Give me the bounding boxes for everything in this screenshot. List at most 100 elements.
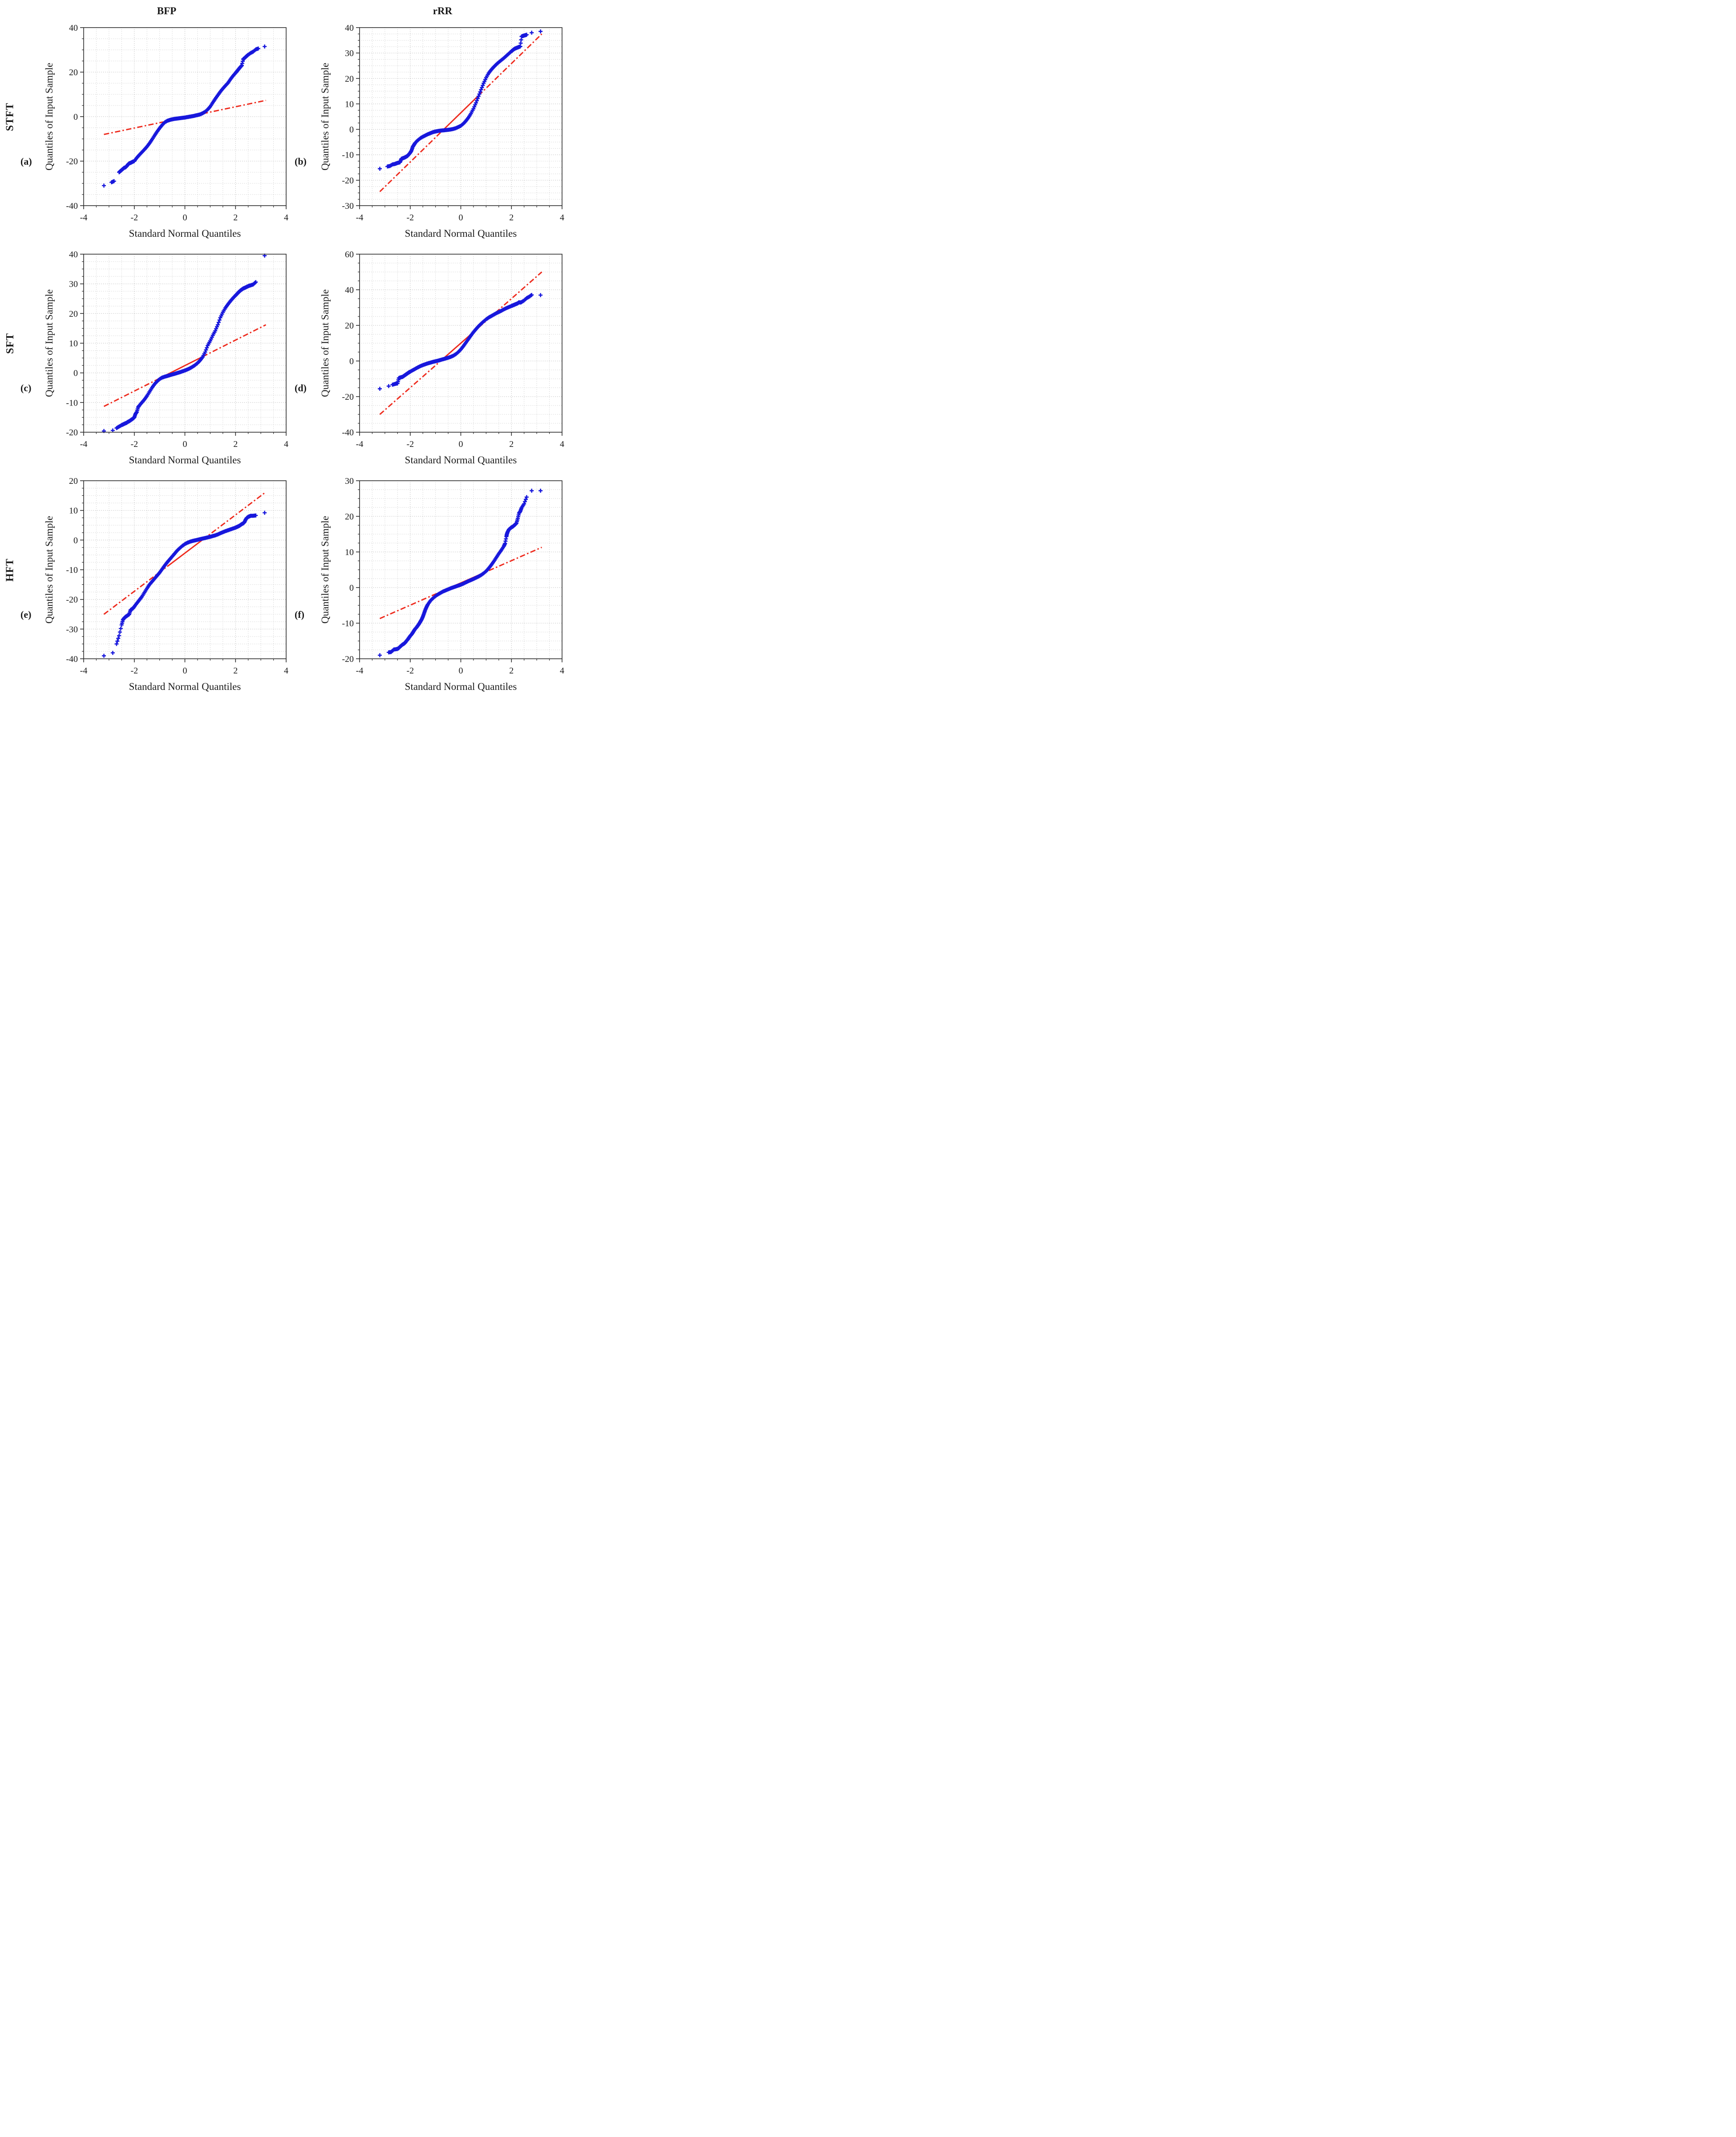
svg-text:0: 0 — [183, 213, 187, 223]
svg-text:30: 30 — [345, 49, 354, 58]
svg-text:-20: -20 — [342, 392, 354, 402]
svg-text:30: 30 — [69, 280, 78, 289]
qq-plot-d: -4 -2 0 2 4 -40 -20 0 20 40 60 Standard Normal Quan… — [317, 250, 568, 468]
svg-text:Quantiles of Input Sample: Quantiles of Input Sample — [44, 516, 55, 624]
svg-text:-30: -30 — [342, 201, 354, 211]
svg-text:0: 0 — [349, 357, 354, 366]
svg-text:60: 60 — [345, 250, 354, 260]
svg-text:4: 4 — [560, 213, 564, 223]
svg-text:-2: -2 — [406, 213, 414, 223]
figure-row-stft: STFT (a) -4 -2 0 2 4 -40 -20 0 20 40 Standard Norm… — [0, 23, 570, 244]
svg-text:Quantiles of Input Sample: Quantiles of Input Sample — [320, 516, 331, 624]
panel-label-e: (e) — [20, 609, 32, 620]
column-title-rrr: rRR — [433, 5, 453, 16]
svg-text:40: 40 — [69, 250, 78, 260]
svg-text:-4: -4 — [356, 666, 364, 676]
svg-text:0: 0 — [459, 213, 463, 223]
svg-text:-20: -20 — [66, 157, 78, 166]
svg-text:Quantiles of Input Sample: Quantiles of Input Sample — [44, 63, 55, 170]
panel-label-d: (d) — [295, 382, 307, 393]
svg-text:-2: -2 — [130, 666, 138, 676]
svg-text:-20: -20 — [342, 654, 354, 664]
svg-text:Quantiles of Input Sample: Quantiles of Input Sample — [320, 289, 331, 397]
panel-label-b: (b) — [295, 156, 307, 167]
svg-text:-20: -20 — [66, 428, 78, 438]
panel-label-c: (c) — [20, 382, 32, 393]
svg-text:20: 20 — [345, 74, 354, 84]
qq-plot-f: -4 -2 0 2 4 -20 -10 0 10 20 30 Standard Normal Quan… — [317, 476, 568, 694]
svg-text:Standard Normal Quantiles: Standard Normal Quantiles — [129, 228, 241, 239]
svg-text:-4: -4 — [356, 213, 364, 223]
svg-text:-2: -2 — [406, 666, 414, 676]
svg-text:-4: -4 — [80, 666, 88, 676]
row-label-hft: HFT — [4, 558, 16, 582]
qq-plot-figure: BFP rRR STFT (a) -4 -2 0 2 4 -40 -20 0 20 40 Stand… — [0, 0, 570, 703]
svg-text:-30: -30 — [66, 624, 78, 634]
svg-text:4: 4 — [560, 439, 564, 449]
svg-text:Quantiles of Input Sample: Quantiles of Input Sample — [44, 289, 55, 397]
svg-text:Standard Normal Quantiles: Standard Normal Quantiles — [405, 454, 517, 466]
svg-text:20: 20 — [345, 321, 354, 331]
svg-text:2: 2 — [233, 439, 238, 449]
svg-text:-4: -4 — [356, 439, 364, 449]
row-label-wrap: SFT — [0, 250, 20, 437]
column-title-bfp: BFP — [157, 5, 177, 16]
svg-text:0: 0 — [73, 112, 78, 122]
svg-text:10: 10 — [69, 506, 78, 516]
svg-text:-10: -10 — [66, 398, 78, 408]
svg-text:20: 20 — [69, 68, 78, 77]
svg-text:10: 10 — [69, 339, 78, 349]
svg-text:-20: -20 — [66, 595, 78, 605]
svg-text:-40: -40 — [66, 201, 78, 211]
svg-text:-2: -2 — [130, 213, 138, 223]
svg-text:40: 40 — [69, 23, 78, 33]
panel-label-a: (a) — [20, 156, 32, 167]
svg-text:10: 10 — [345, 547, 354, 557]
svg-text:Quantiles of Input Sample: Quantiles of Input Sample — [320, 63, 331, 170]
svg-text:2: 2 — [233, 213, 238, 223]
qq-plot-e: -4 -2 0 2 4 -40 -30 -20 -10 0 10 20 Standard Normal … — [41, 476, 292, 694]
svg-text:-2: -2 — [130, 439, 138, 449]
svg-text:0: 0 — [349, 583, 354, 593]
svg-text:10: 10 — [345, 99, 354, 109]
row-label-sft: SFT — [4, 333, 16, 354]
svg-text:0: 0 — [73, 369, 78, 378]
row-label-wrap: STFT — [0, 23, 20, 210]
qq-plot-a: -4 -2 0 2 4 -40 -20 0 20 40 Standard Normal Quanti… — [41, 23, 292, 241]
svg-text:4: 4 — [560, 666, 564, 676]
svg-text:40: 40 — [345, 23, 354, 33]
svg-text:-10: -10 — [342, 619, 354, 629]
svg-text:-10: -10 — [342, 150, 354, 160]
panel-label-f: (f) — [295, 609, 304, 620]
row-label-stft: STFT — [4, 102, 16, 131]
figure-row-hft: HFT (e) -4 -2 0 2 4 -40 -30 -20 -10 0 10 20 Standard… — [0, 476, 570, 697]
svg-text:4: 4 — [284, 666, 288, 676]
svg-text:2: 2 — [509, 666, 514, 676]
svg-text:0: 0 — [349, 125, 354, 135]
svg-text:-10: -10 — [66, 565, 78, 575]
svg-text:0: 0 — [459, 666, 463, 676]
svg-text:-40: -40 — [66, 654, 78, 664]
qq-plot-c: -4 -2 0 2 4 -20 -10 0 10 20 30 40 Standard Normal Qu… — [41, 250, 292, 468]
svg-text:0: 0 — [183, 666, 187, 676]
svg-text:0: 0 — [183, 439, 187, 449]
svg-text:Standard Normal Quantiles: Standard Normal Quantiles — [129, 681, 241, 692]
svg-text:-20: -20 — [342, 176, 354, 186]
svg-text:Standard Normal Quantiles: Standard Normal Quantiles — [129, 454, 241, 466]
svg-text:4: 4 — [284, 439, 288, 449]
svg-text:-4: -4 — [80, 439, 88, 449]
svg-text:2: 2 — [509, 439, 514, 449]
svg-text:-40: -40 — [342, 428, 354, 438]
svg-text:-2: -2 — [406, 439, 414, 449]
figure-row-sft: SFT (c) -4 -2 0 2 4 -20 -10 0 10 20 30 40 Standard N… — [0, 250, 570, 471]
svg-text:Standard Normal Quantiles: Standard Normal Quantiles — [405, 681, 517, 692]
svg-text:0: 0 — [459, 439, 463, 449]
svg-text:-4: -4 — [80, 213, 88, 223]
row-label-wrap: HFT — [0, 476, 20, 663]
svg-text:20: 20 — [345, 512, 354, 522]
svg-text:30: 30 — [345, 476, 354, 486]
